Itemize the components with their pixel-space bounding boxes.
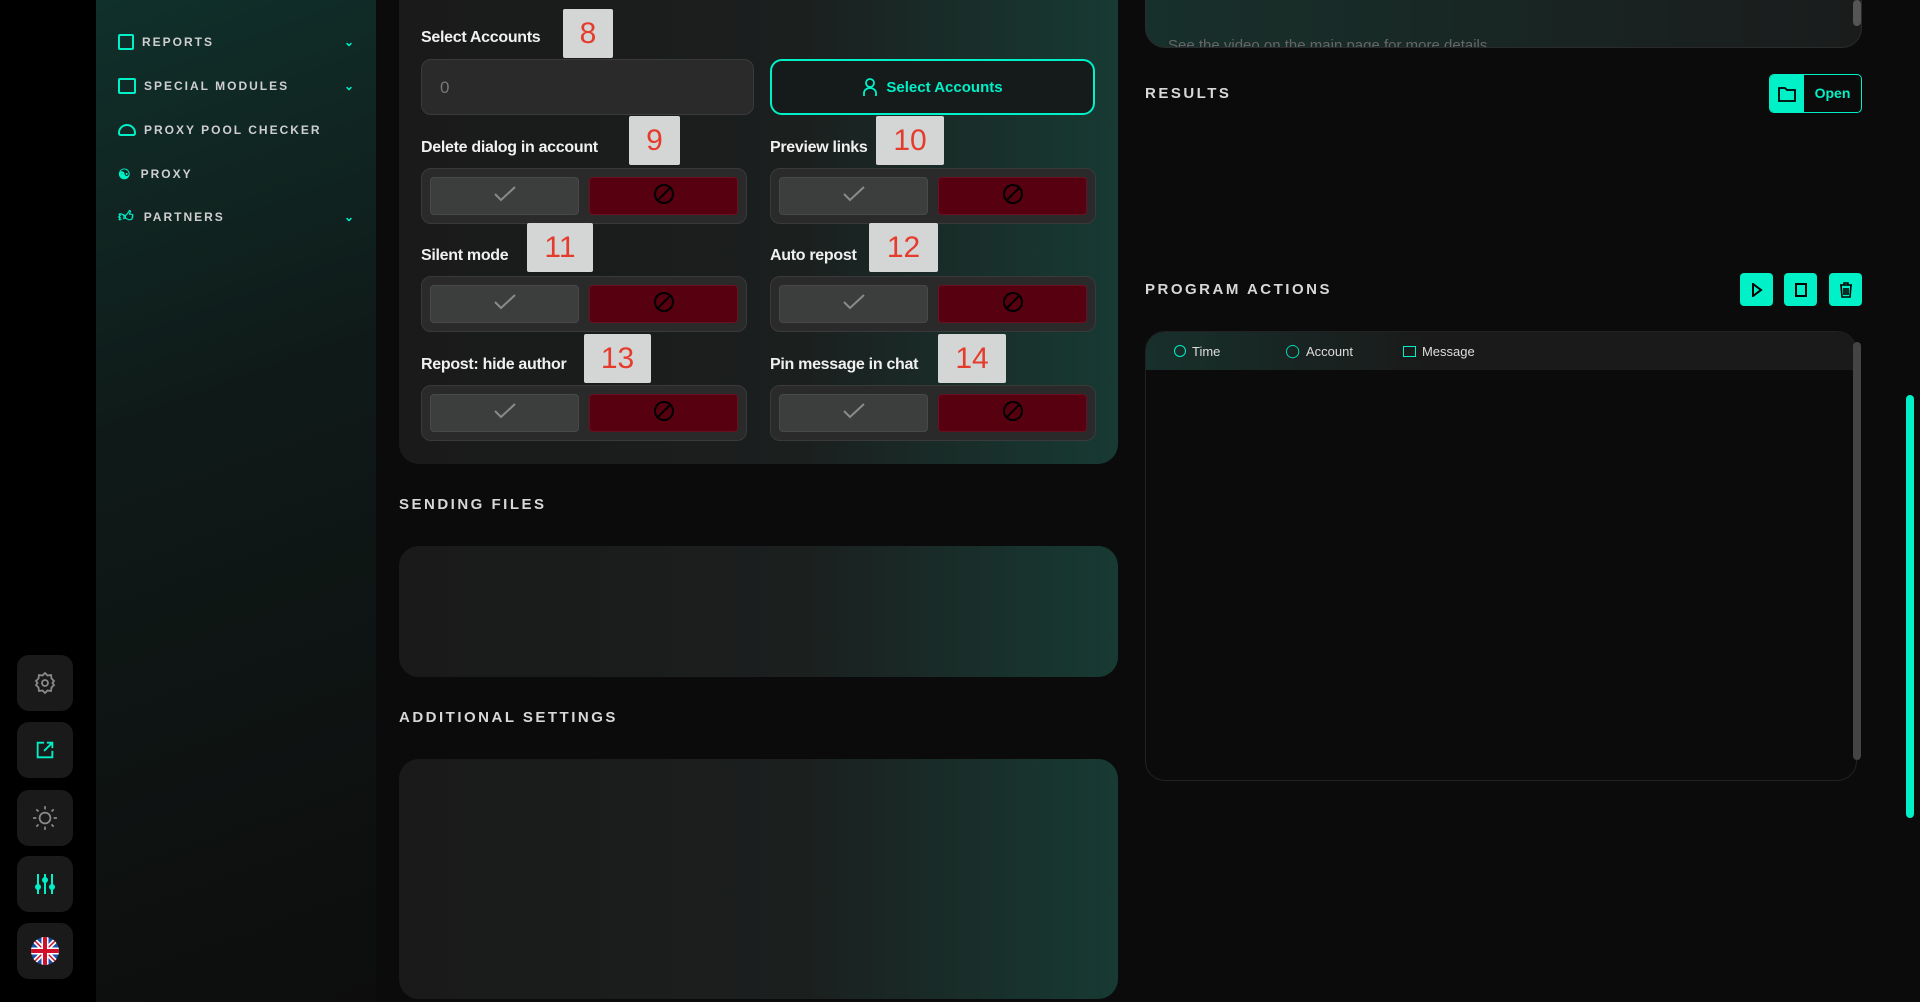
log-header: Time ◯ Account Message [1146,332,1856,370]
info-scrollbar[interactable] [1853,0,1861,26]
toggle-label: Silent mode [421,247,509,264]
external-link-icon [36,741,54,759]
annotation-badge: 8 [563,9,613,58]
user-icon: ◯ [1285,343,1300,358]
report-icon [118,34,134,50]
annotation-badge: 11 [527,223,593,272]
enable-button[interactable] [779,285,928,323]
disable-button[interactable] [589,394,738,432]
sliders-button[interactable] [17,856,73,912]
theme-toggle-button[interactable] [17,790,73,846]
sidebar-item-proxy[interactable]: ☯ PROXY [118,165,193,182]
stop-icon [1794,282,1807,297]
enable-button[interactable] [779,394,928,432]
ban-icon [653,400,675,427]
theme-icon [33,806,57,830]
column-message[interactable]: Message [1402,344,1475,359]
select-accounts-label: Select Accounts [421,29,541,46]
check-icon [842,293,865,315]
toggle-group [421,168,747,224]
accounts-count-input[interactable]: 0 [421,59,754,115]
clear-log-button[interactable] [1829,273,1862,306]
check-icon [842,402,865,424]
user-icon [863,78,878,96]
uk-flag-icon [31,937,59,965]
chevron-down-icon: ⌄ [343,210,356,224]
check-icon [493,402,516,424]
disable-button[interactable] [589,177,738,215]
annotation-badge: 14 [938,334,1006,383]
stop-button[interactable] [1784,273,1817,306]
table-icon [118,78,136,94]
folder-icon [1770,75,1804,112]
trash-icon [1839,281,1852,298]
program-actions-title: PROGRAM ACTIONS [1145,281,1332,298]
gear-icon [34,671,56,695]
gauge-icon [118,124,136,136]
page-scrollbar[interactable] [1906,395,1914,818]
settings-button[interactable] [17,655,73,711]
toggle-group [770,385,1096,441]
ban-icon [653,291,675,318]
annotation-badge: 9 [629,116,680,165]
toggle-group [421,385,747,441]
results-title: RESULTS [1145,85,1232,102]
toggle-group [421,276,747,332]
toggle-group [770,276,1096,332]
additional-settings-card [399,759,1118,999]
toggle-label: Preview links [770,139,868,156]
play-icon [1751,282,1763,297]
log-scrollbar[interactable] [1853,342,1861,760]
sending-files-title: SENDING FILES [399,496,547,513]
toggle-group [770,168,1096,224]
sliders-icon [35,874,55,894]
sidebar: REPORTS ⌄ SPECIAL MODULES ⌄ PROXY POOL CHE… [96,0,376,1002]
additional-settings-title: ADDITIONAL SETTINGS [399,709,618,726]
clock-icon [1174,345,1186,357]
icon-bar [0,0,96,1002]
thumbs-up-icon: 👍︎ [118,208,136,225]
chevron-down-icon: ⌄ [343,79,356,93]
open-results-button[interactable]: Open [1769,74,1862,113]
toggle-label: Delete dialog in account [421,139,598,156]
ban-icon [1002,183,1024,210]
check-icon [493,293,516,315]
disable-button[interactable] [938,285,1087,323]
info-text: See the video on the main page for more … [1168,37,1488,48]
external-link-button[interactable] [17,722,73,778]
annotation-badge: 12 [869,223,938,272]
start-button[interactable] [1740,273,1773,306]
enable-button[interactable] [779,177,928,215]
mail-icon [1402,345,1416,357]
select-accounts-button[interactable]: Select Accounts [770,59,1095,115]
log-table: Time ◯ Account Message [1145,331,1857,781]
sidebar-item-special-modules[interactable]: SPECIAL MODULES ⌄ [118,74,356,98]
toggle-label: Auto repost [770,247,857,264]
toggle-label: Repost: hide author [421,356,567,373]
network-icon: ☯ [118,165,133,182]
sidebar-item-partners[interactable]: 👍︎ PARTNERS ⌄ [118,208,356,225]
toggle-label: Pin message in chat [770,356,919,373]
ban-icon [1002,291,1024,318]
check-icon [842,185,865,207]
disable-button[interactable] [938,394,1087,432]
language-button[interactable] [17,923,73,979]
info-textbox[interactable]: See the video on the main page for more … [1145,0,1862,48]
enable-button[interactable] [430,394,579,432]
chevron-down-icon: ⌄ [343,35,356,49]
sidebar-item-reports[interactable]: REPORTS ⌄ [118,30,356,54]
enable-button[interactable] [430,285,579,323]
ban-icon [1002,400,1024,427]
column-time[interactable]: Time [1174,344,1220,359]
enable-button[interactable] [430,177,579,215]
disable-button[interactable] [938,177,1087,215]
check-icon [493,185,516,207]
sidebar-item-proxy-pool-checker[interactable]: PROXY POOL CHECKER [118,118,356,142]
annotation-badge: 10 [876,116,944,165]
annotation-badge: 13 [584,334,651,383]
column-account[interactable]: ◯ Account [1285,343,1353,359]
disable-button[interactable] [589,285,738,323]
ban-icon [653,183,675,210]
sending-files-card [399,546,1118,677]
